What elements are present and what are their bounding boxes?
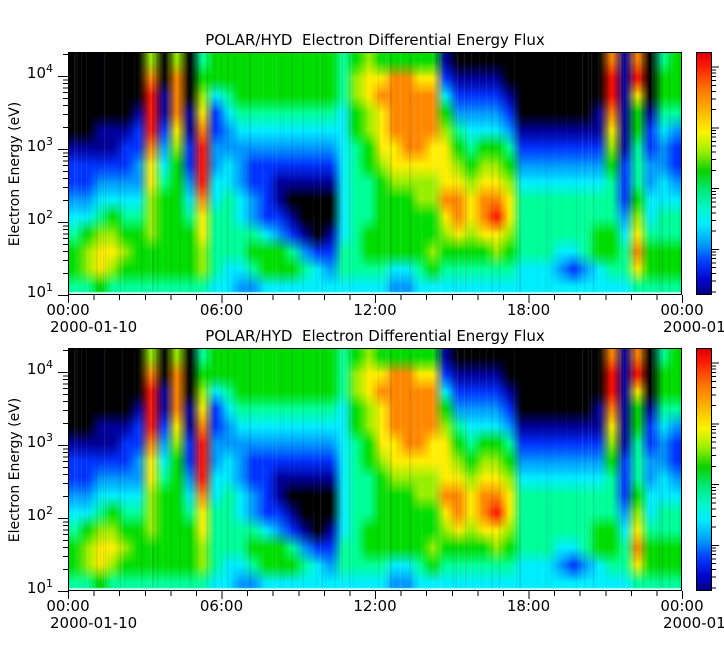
colorbar xyxy=(696,348,712,591)
y-tick-label: 103 xyxy=(26,135,53,155)
y-tick-label: 104 xyxy=(26,62,53,82)
x-tick-label: 00:00 xyxy=(46,597,90,615)
x-tick-label: 18:00 xyxy=(506,597,551,615)
x-tick-label: 06:00 xyxy=(199,301,244,319)
y-tick-label: 102 xyxy=(26,208,53,228)
panel-title: POLAR/HYD Electron Differential Energy F… xyxy=(205,31,545,49)
spectrogram-heatmap xyxy=(68,348,682,591)
x-axis-date-right: 2000-01-1 xyxy=(663,319,724,335)
y-tick-label: 102 xyxy=(26,504,53,524)
x-tick-label: 06:00 xyxy=(199,597,244,615)
x-axis-date-left: 2000-01-10 xyxy=(50,614,138,632)
colorbar-ticks xyxy=(712,362,719,589)
x-tick-label: 12:00 xyxy=(353,597,397,615)
x-tick-label: 12:00 xyxy=(353,301,397,319)
x-axis-date-right: 2000-01-1 xyxy=(663,615,724,631)
y-tick-label: 103 xyxy=(26,431,53,451)
x-tick-label: 00:00 xyxy=(46,301,90,319)
x-tick-label: 00:00 xyxy=(660,597,704,615)
y-axis-ticks xyxy=(58,350,68,592)
x-axis-date-left: 2000-01-10 xyxy=(50,318,138,336)
panel-title: POLAR/HYD Electron Differential Energy F… xyxy=(205,327,545,345)
x-tick-label: 00:00 xyxy=(660,301,704,319)
y-tick-label: 101 xyxy=(26,577,53,597)
x-tick-label: 18:00 xyxy=(506,301,551,319)
y-tick-label: 104 xyxy=(26,358,53,378)
y-tick-label: 101 xyxy=(26,281,53,301)
